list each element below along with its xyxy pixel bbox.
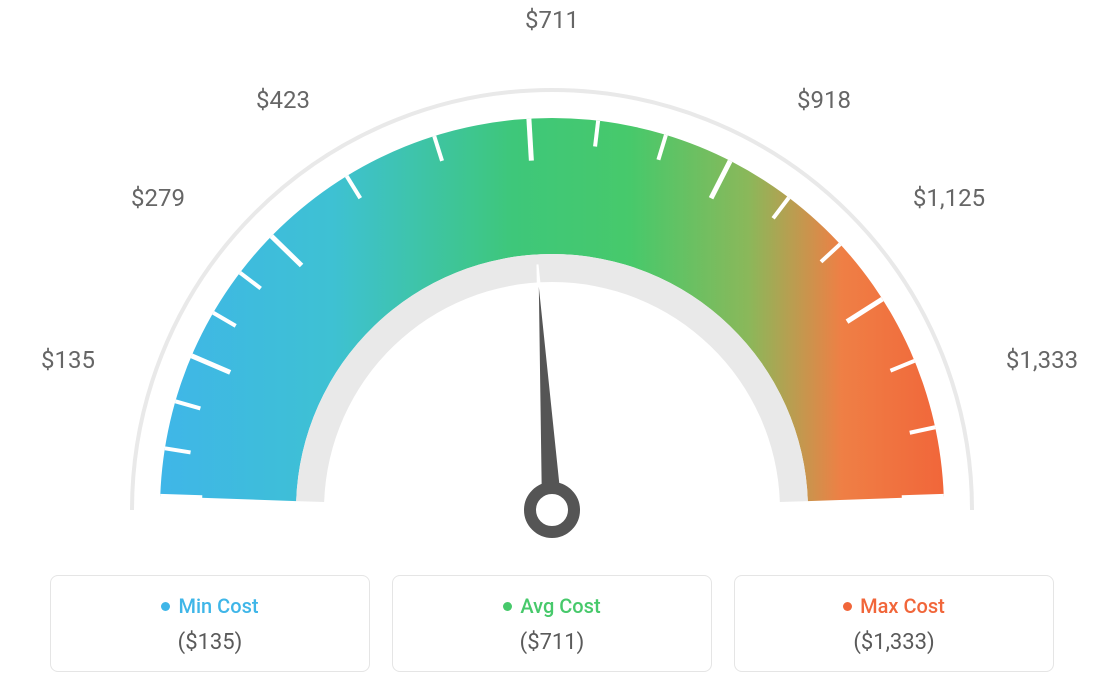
major-tick	[160, 496, 202, 497]
legend-max-text: Max Cost	[860, 594, 945, 618]
gauge-needle	[538, 264, 563, 510]
legend-row: Min Cost ($135) Avg Cost ($711) Max Cost…	[0, 575, 1104, 672]
legend-avg-text: Avg Cost	[520, 594, 600, 618]
legend-min-text: Min Cost	[178, 594, 258, 618]
legend-avg-value: ($711)	[403, 630, 701, 655]
gauge-hub	[530, 488, 574, 532]
tick-label: $1,333	[1006, 346, 1078, 374]
major-tick	[529, 119, 531, 161]
legend-label-min: Min Cost	[161, 594, 258, 618]
legend-card-avg: Avg Cost ($711)	[392, 575, 712, 672]
tick-label: $423	[256, 86, 310, 114]
tick-label: $1,125	[913, 184, 985, 212]
gauge-chart: $135 $279 $423 $711 $918 $1,125 $1,333	[0, 0, 1104, 560]
legend-max-value: ($1,333)	[745, 630, 1043, 655]
legend-card-min: Min Cost ($135)	[50, 575, 370, 672]
gauge-svg	[0, 0, 1104, 560]
legend-label-avg: Avg Cost	[503, 594, 600, 618]
legend-label-max: Max Cost	[843, 594, 945, 618]
dot-icon	[161, 602, 170, 611]
dot-icon	[503, 602, 512, 611]
cost-gauge-container: $135 $279 $423 $711 $918 $1,125 $1,333 Min Cos…	[0, 0, 1104, 690]
tick-label: $711	[525, 6, 579, 34]
tick-label: $918	[797, 86, 851, 114]
legend-min-value: ($135)	[61, 630, 359, 655]
tick-label: $279	[131, 184, 185, 212]
legend-card-max: Max Cost ($1,333)	[734, 575, 1054, 672]
major-tick	[902, 496, 944, 497]
tick-label: $135	[41, 346, 95, 374]
dot-icon	[843, 602, 852, 611]
